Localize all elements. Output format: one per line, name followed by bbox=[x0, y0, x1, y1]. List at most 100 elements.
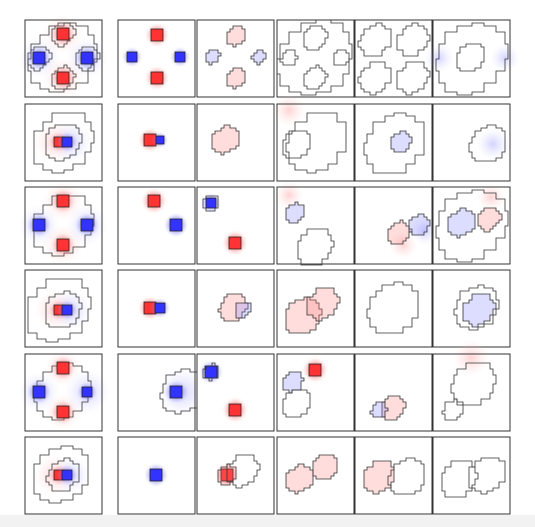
panel-frame bbox=[354, 103, 433, 182]
charge bbox=[174, 51, 186, 63]
panel bbox=[354, 103, 433, 182]
contour bbox=[226, 454, 261, 489]
charge bbox=[169, 385, 183, 399]
bottom-band bbox=[0, 515, 535, 527]
panel bbox=[19, 350, 109, 432]
contour bbox=[366, 281, 419, 334]
charge bbox=[32, 218, 46, 232]
contour bbox=[45, 290, 83, 328]
contour bbox=[202, 195, 219, 212]
panel-background bbox=[355, 354, 432, 431]
panel-frame bbox=[196, 103, 275, 182]
panel-frame bbox=[196, 19, 275, 98]
charge bbox=[308, 363, 322, 377]
contour bbox=[396, 22, 431, 57]
panel-background bbox=[355, 20, 432, 97]
charge bbox=[228, 236, 242, 250]
panel-frame bbox=[117, 103, 196, 182]
charge bbox=[80, 51, 94, 65]
contour bbox=[381, 395, 407, 421]
panel bbox=[432, 183, 511, 265]
contour bbox=[226, 25, 246, 48]
contour bbox=[435, 22, 509, 96]
charge bbox=[205, 197, 217, 209]
panel-frame bbox=[196, 269, 275, 348]
charge bbox=[150, 71, 164, 85]
panel-frame bbox=[276, 103, 355, 182]
contour bbox=[303, 64, 329, 90]
contour bbox=[312, 454, 338, 480]
panel-frame bbox=[196, 436, 275, 515]
panel-frame bbox=[24, 269, 103, 348]
charge bbox=[56, 71, 70, 85]
charge bbox=[61, 136, 73, 148]
panel bbox=[432, 340, 511, 432]
panel bbox=[276, 436, 355, 515]
contour bbox=[285, 296, 323, 334]
contour bbox=[462, 293, 497, 328]
panel bbox=[354, 436, 433, 515]
panel-frame bbox=[276, 269, 355, 348]
panel bbox=[117, 186, 196, 265]
contour bbox=[250, 49, 267, 66]
panel bbox=[117, 436, 196, 515]
charge bbox=[154, 302, 166, 314]
contour bbox=[450, 362, 497, 406]
contour bbox=[27, 278, 92, 343]
contour bbox=[456, 43, 485, 72]
contour bbox=[45, 457, 80, 492]
contour bbox=[387, 219, 413, 245]
panel-background bbox=[355, 437, 432, 514]
panel-frame bbox=[276, 186, 355, 265]
contour bbox=[435, 189, 509, 263]
field-glow bbox=[389, 231, 417, 259]
contour bbox=[285, 463, 314, 495]
panel-background bbox=[433, 437, 510, 514]
charge bbox=[32, 385, 46, 399]
panel-frame bbox=[24, 436, 103, 515]
contour bbox=[453, 284, 500, 331]
contour bbox=[285, 201, 305, 224]
panel-background bbox=[197, 104, 274, 181]
panel-background bbox=[277, 437, 354, 514]
panel bbox=[354, 186, 439, 265]
panel-frame bbox=[117, 19, 196, 98]
contour bbox=[468, 124, 506, 162]
panel-frame bbox=[354, 353, 433, 432]
panel-frame bbox=[196, 186, 275, 265]
panel bbox=[425, 19, 519, 98]
field-glow bbox=[491, 44, 519, 72]
panel-frame bbox=[24, 103, 103, 182]
panel-frame bbox=[24, 19, 103, 98]
panel bbox=[354, 353, 433, 432]
contour bbox=[441, 460, 479, 498]
panel bbox=[196, 269, 275, 348]
panel bbox=[24, 436, 103, 515]
contour bbox=[279, 49, 299, 66]
contour bbox=[390, 130, 413, 153]
panel bbox=[275, 181, 355, 266]
contour bbox=[441, 398, 464, 421]
contour bbox=[282, 389, 311, 418]
panel bbox=[196, 19, 275, 98]
panel bbox=[117, 353, 206, 432]
panel-frame bbox=[117, 269, 196, 348]
panel-background bbox=[277, 20, 354, 97]
panel bbox=[432, 436, 511, 515]
charge bbox=[56, 405, 70, 419]
panel-frame bbox=[432, 353, 511, 432]
panel-background bbox=[433, 270, 510, 347]
panel-frame bbox=[354, 186, 433, 265]
contour bbox=[363, 112, 425, 174]
field-glow bbox=[453, 340, 489, 376]
charge bbox=[150, 28, 164, 42]
panel bbox=[354, 269, 433, 348]
panel bbox=[276, 19, 355, 98]
charge bbox=[80, 218, 94, 232]
contour bbox=[33, 445, 89, 504]
contour bbox=[477, 207, 503, 233]
charge bbox=[155, 135, 165, 145]
panel bbox=[432, 103, 511, 182]
panel-frame bbox=[432, 186, 511, 265]
